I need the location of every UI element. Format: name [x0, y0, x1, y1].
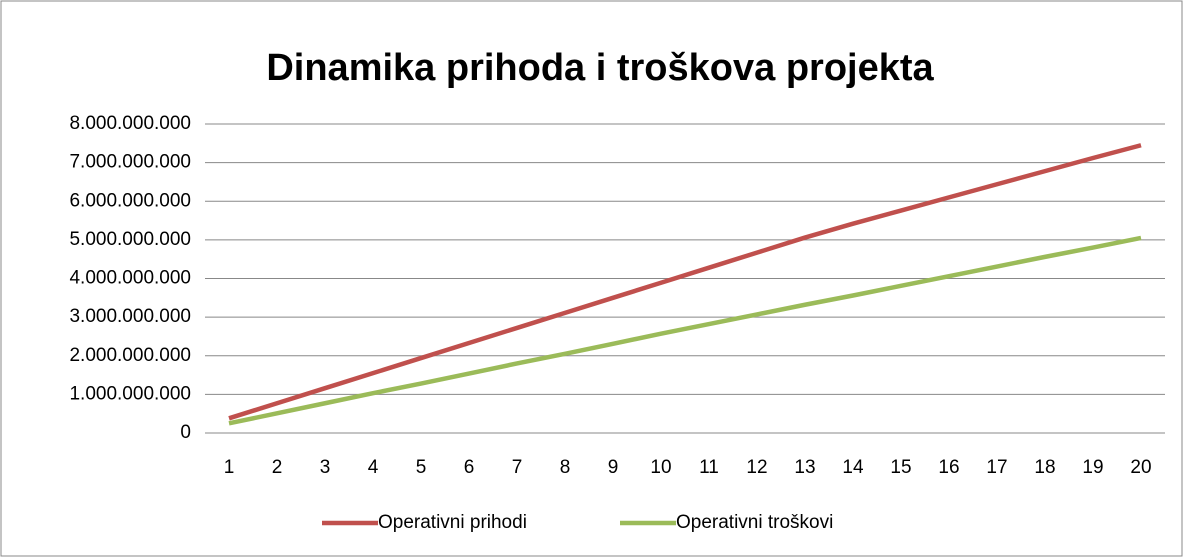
x-tick-label: 20	[1130, 457, 1151, 478]
chart-title: Dinamika prihoda i troškova projekta	[266, 47, 934, 89]
y-tick-label: 1.000.000.000	[69, 383, 191, 404]
x-tick-label: 2	[272, 457, 283, 478]
x-tick-label: 12	[746, 457, 767, 478]
y-tick-label: 8.000.000.000	[69, 113, 191, 134]
x-tick-label: 11	[699, 457, 719, 478]
x-tick-label: 19	[1082, 457, 1103, 478]
legend-label: Operativni troškovi	[676, 512, 833, 533]
y-tick-label: 6.000.000.000	[69, 190, 191, 211]
y-tick-label: 5.000.000.000	[69, 229, 191, 250]
x-tick-label: 7	[512, 457, 523, 478]
y-tick-label: 3.000.000.000	[69, 306, 191, 327]
x-tick-label: 5	[416, 457, 427, 478]
x-tick-label: 15	[890, 457, 911, 478]
x-tick-label: 1	[224, 457, 235, 478]
y-tick-label: 0	[180, 422, 191, 443]
x-tick-label: 8	[560, 457, 571, 478]
x-tick-label: 6	[464, 457, 475, 478]
x-tick-label: 4	[368, 457, 379, 478]
x-tick-label: 16	[938, 457, 959, 478]
y-tick-label: 4.000.000.000	[69, 268, 191, 289]
x-tick-label: 10	[650, 457, 671, 478]
y-tick-label: 2.000.000.000	[69, 345, 191, 366]
y-tick-label: 7.000.000.000	[69, 152, 191, 173]
x-tick-label: 9	[608, 457, 619, 478]
x-tick-label: 14	[842, 457, 864, 478]
x-tick-label: 13	[794, 457, 815, 478]
x-tick-label: 17	[986, 457, 1007, 478]
series-line	[228, 143, 1142, 421]
legend-label: Operativni prihodi	[378, 512, 527, 533]
x-tick-label: 18	[1034, 457, 1055, 478]
x-tick-label: 3	[320, 457, 331, 478]
series-line	[228, 235, 1142, 426]
